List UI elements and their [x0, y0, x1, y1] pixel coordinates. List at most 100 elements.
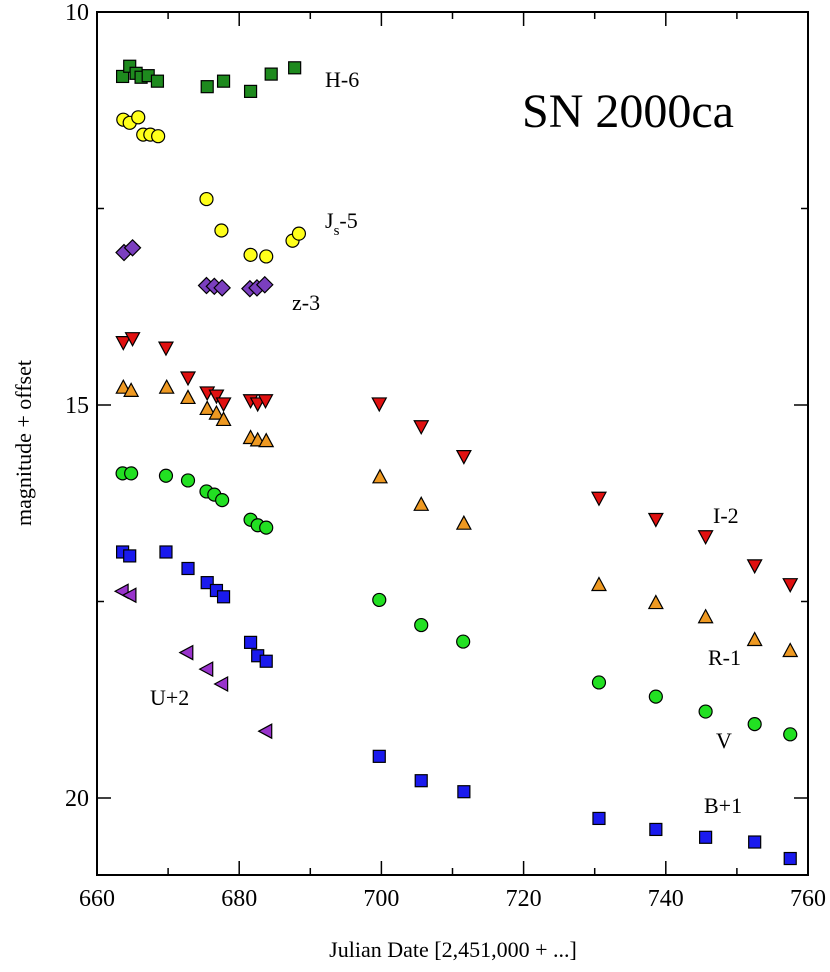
series-label: B+1 — [704, 793, 742, 818]
point-h-6 — [288, 61, 302, 75]
point-b-1 — [259, 654, 273, 668]
point-r-1 — [115, 378, 132, 394]
point-v — [783, 727, 798, 742]
point-z-3 — [255, 275, 274, 294]
x-tick-label: 740 — [648, 886, 684, 912]
series-label: H-6 — [325, 67, 359, 92]
point-r-1 — [697, 608, 714, 624]
x-tick-label: 760 — [790, 886, 826, 912]
series-label-sub: s — [334, 223, 340, 239]
series-label: I-2 — [713, 503, 739, 528]
series-label: R-1 — [708, 645, 741, 670]
point-v — [180, 473, 196, 488]
point-i-2 — [647, 512, 664, 528]
point-b-1 — [216, 590, 231, 604]
point-b-1 — [649, 822, 663, 837]
point-b-1 — [414, 774, 428, 788]
series-label: z-3 — [292, 290, 320, 315]
point-b-1 — [181, 561, 195, 576]
x-tick-label: 700 — [363, 886, 399, 912]
point-v — [698, 704, 713, 719]
point-v — [158, 468, 174, 483]
point-js-5 — [259, 249, 274, 264]
y-tick-label: 20 — [65, 786, 89, 812]
point-h-6 — [115, 69, 130, 84]
point-i-2 — [371, 397, 388, 413]
series-label-main: J — [325, 208, 334, 233]
point-i-2 — [257, 394, 274, 410]
point-u-2 — [178, 644, 194, 661]
x-tick-label: 680 — [221, 886, 257, 912]
point-i-2 — [249, 397, 266, 413]
point-u-2 — [213, 676, 229, 693]
point-b-1 — [457, 785, 471, 799]
point-r-1 — [123, 382, 140, 397]
point-u-2 — [198, 661, 214, 678]
point-i-2 — [455, 449, 472, 465]
point-v — [648, 689, 663, 704]
point-r-1 — [258, 432, 275, 448]
series-label-suffix: -5 — [339, 208, 357, 233]
point-r-1 — [215, 411, 232, 427]
point-u-2 — [121, 587, 137, 604]
point-v — [259, 520, 274, 535]
point-i-2 — [782, 578, 799, 593]
point-i-2 — [746, 559, 763, 575]
point-i-2 — [157, 341, 174, 357]
point-js-5 — [214, 223, 229, 238]
point-h-6 — [243, 84, 258, 98]
data-points — [113, 59, 799, 866]
x-tick-label: 660 — [79, 886, 115, 912]
point-b-1 — [243, 635, 258, 649]
point-r-1 — [413, 496, 430, 511]
point-i-2 — [115, 336, 132, 351]
series-label: V — [716, 728, 732, 753]
point-v — [414, 617, 429, 633]
point-js-5 — [131, 110, 146, 125]
x-tick-label: 720 — [506, 886, 542, 912]
point-r-1 — [371, 468, 388, 484]
point-i-2 — [413, 420, 430, 435]
point-i-2 — [180, 371, 197, 387]
point-r-1 — [590, 576, 607, 592]
y-axis-title: magnitude + offset — [11, 360, 36, 526]
axis-tick-labels: 660 680 700 720 740 760 10 15 20 — [65, 0, 826, 912]
point-js-5 — [199, 191, 214, 207]
point-u-2 — [257, 723, 273, 740]
point-b-1 — [748, 835, 762, 849]
point-b-1 — [592, 811, 606, 826]
point-i-2 — [697, 530, 714, 546]
point-r-1 — [180, 389, 197, 405]
point-js-5 — [291, 226, 307, 241]
point-v — [456, 634, 471, 649]
point-b-1 — [699, 830, 713, 844]
point-b-1 — [123, 549, 137, 563]
point-b-1 — [159, 545, 173, 559]
point-v — [372, 592, 387, 608]
series-label: U+2 — [150, 685, 189, 710]
point-v — [747, 717, 762, 732]
point-r-1 — [782, 642, 799, 658]
point-js-5 — [151, 129, 166, 144]
point-v — [124, 466, 139, 481]
point-i-2 — [208, 389, 225, 405]
point-i-2 — [124, 332, 141, 347]
point-i-2 — [590, 491, 607, 507]
point-h-6 — [264, 67, 278, 81]
point-z-3 — [123, 238, 142, 257]
point-b-1 — [783, 851, 797, 866]
point-i-2 — [215, 397, 232, 413]
point-r-1 — [746, 631, 763, 647]
point-v — [215, 493, 230, 508]
point-h-6 — [200, 80, 214, 94]
plot-frame — [96, 11, 809, 876]
y-tick-label: 10 — [65, 0, 89, 26]
point-h-6 — [150, 74, 165, 88]
point-b-1 — [372, 749, 386, 763]
axis-ticks — [96, 11, 809, 875]
point-h-6 — [216, 74, 231, 88]
point-r-1 — [199, 400, 216, 416]
point-r-1 — [647, 594, 664, 610]
point-r-1 — [208, 404, 225, 420]
series-labels: H-6 Js-5 z-3 I-2 R-1 V B+1 U+2 — [150, 67, 742, 818]
